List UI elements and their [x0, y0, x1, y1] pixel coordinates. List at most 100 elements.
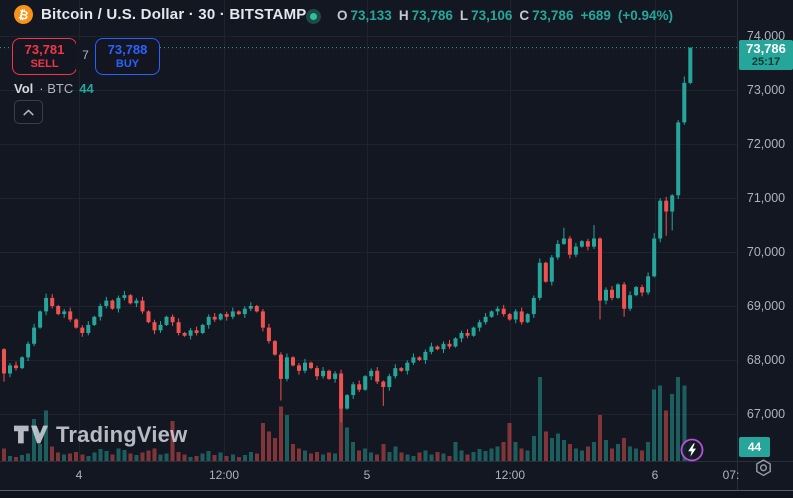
time-scale[interactable]: 4 12:00 5 12:00 6 07: — [0, 461, 793, 491]
candle-up — [26, 343, 31, 358]
candle-down — [585, 241, 590, 247]
price-axis-label: 72,000 — [746, 137, 786, 151]
market-status-dot-icon[interactable] — [306, 9, 321, 24]
candle-down — [381, 381, 386, 387]
candle-down — [110, 300, 115, 309]
volume-bar — [465, 454, 470, 461]
volume-axis-badge: 44 — [739, 437, 770, 457]
volume-bar — [585, 446, 590, 461]
candle-up — [670, 195, 675, 212]
candle-up — [200, 324, 205, 333]
volume-bar — [604, 440, 608, 461]
candle-down — [291, 357, 295, 366]
candle-down — [182, 333, 187, 336]
volume-bar — [567, 444, 572, 461]
candle-up — [86, 324, 91, 333]
candle-up — [429, 346, 434, 352]
candle-up — [164, 316, 169, 325]
candle-up — [688, 47, 693, 83]
volume-bar — [339, 398, 344, 461]
volume-bar — [477, 449, 482, 461]
volume-bar — [555, 433, 560, 461]
candle-up — [8, 365, 12, 374]
volume-bar — [598, 414, 602, 461]
candle-up — [423, 351, 428, 360]
volume-bar — [140, 452, 145, 461]
volume-bar — [2, 448, 6, 461]
volume-bar — [291, 444, 295, 461]
candle-up — [230, 311, 235, 317]
volume-bar — [92, 452, 97, 461]
volume-bar — [297, 448, 301, 461]
volume-bar — [610, 448, 614, 461]
volume-bar — [471, 451, 476, 461]
candle-down — [327, 370, 332, 379]
price-axis-label: 67,000 — [746, 407, 786, 421]
volume-bar — [110, 454, 115, 461]
close-value: 73,786 — [532, 8, 574, 23]
candle-down — [176, 322, 181, 333]
volume-bar — [248, 451, 253, 461]
high-value: 73,786 — [411, 8, 453, 23]
candle-up — [122, 295, 127, 298]
buy-button[interactable]: 73,788 BUY — [95, 38, 160, 75]
candle-up — [573, 246, 578, 255]
current-price-label: 73,786 25:17 — [739, 40, 793, 70]
candle-up — [333, 373, 338, 379]
candle-down — [2, 349, 6, 374]
low-value: 73,106 — [471, 8, 513, 23]
candle-up — [206, 316, 211, 325]
volume-bar — [146, 450, 151, 461]
sell-button[interactable]: 73,781 SELL — [12, 38, 77, 75]
volume-bar — [483, 450, 488, 461]
volume-bar — [333, 453, 338, 461]
open-value: 73,133 — [350, 8, 392, 23]
price-scale[interactable]: 74,000 73,000 72,000 71,000 70,000 69,000 68,0… — [737, 0, 793, 490]
candle-down — [297, 365, 301, 371]
candle-up — [104, 300, 109, 306]
price-axis-label: 73,000 — [746, 83, 786, 97]
candle-up — [158, 324, 163, 331]
ohlc-values: O 73,133 H 73,786 L 73,106 C 73,786 +689 (+0… — [337, 8, 673, 23]
volume-bar — [664, 410, 669, 461]
volume-bar — [266, 431, 271, 461]
candle-up — [549, 257, 554, 282]
current-price-value: 73,786 — [746, 40, 786, 56]
volume-bar — [315, 451, 319, 461]
volume-bar — [579, 450, 584, 461]
volume-bar — [44, 410, 49, 461]
volume-bar — [399, 452, 404, 461]
candle-up — [393, 368, 398, 377]
candle-down — [140, 300, 145, 312]
candle-up — [513, 311, 518, 320]
settings-icon[interactable] — [751, 457, 775, 479]
collapse-legend-button[interactable] — [14, 100, 43, 124]
volume-bar — [254, 453, 259, 461]
volume-bar — [116, 448, 121, 461]
candle-down — [224, 314, 229, 317]
candle-up — [98, 306, 103, 317]
candle-up — [116, 297, 121, 309]
price-axis-label: 69,000 — [746, 299, 786, 313]
volume-bar — [327, 452, 332, 461]
volume-bar — [592, 442, 596, 461]
candle-down — [664, 200, 669, 212]
candle-up — [284, 357, 289, 379]
candle-up — [405, 362, 410, 371]
symbol-title[interactable]: Bitcoin / U.S. Dollar · 30 · BITSTAMP — [41, 6, 307, 23]
candle-up — [471, 327, 476, 336]
volume-bar — [525, 450, 530, 461]
boost-lightning-icon[interactable] — [680, 438, 704, 462]
candle-down — [236, 311, 241, 315]
candle-up — [459, 333, 464, 339]
symbol-legend[interactable]: ₿ Bitcoin / U.S. Dollar · 30 · BITSTAMP — [12, 3, 307, 26]
tradingview-watermark[interactable]: TradingView — [14, 421, 187, 448]
volume-bar — [50, 446, 55, 461]
candle-down — [260, 311, 265, 328]
low-label: L — [459, 8, 469, 23]
candle-up — [628, 295, 633, 309]
volume-bar — [206, 450, 211, 461]
volume-bar — [182, 454, 187, 461]
candle-up — [242, 308, 247, 315]
